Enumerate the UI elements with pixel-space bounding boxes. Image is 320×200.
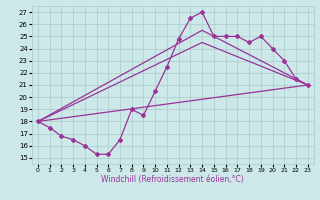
X-axis label: Windchill (Refroidissement éolien,°C): Windchill (Refroidissement éolien,°C) [101, 175, 244, 184]
